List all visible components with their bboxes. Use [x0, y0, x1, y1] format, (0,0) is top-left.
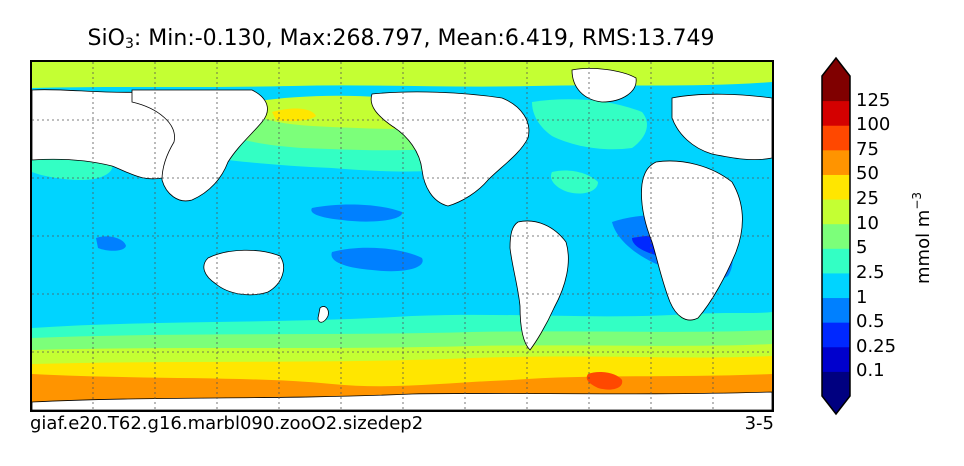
colorbar-outline [821, 56, 851, 416]
map-panel [30, 60, 774, 412]
colorbar-segment [822, 76, 850, 102]
colorbar-tick-label: 0.1 [856, 360, 885, 382]
colorbar-tick-label: 125 [856, 89, 891, 111]
north-pacific-25 [272, 108, 316, 122]
colorbar-segment [822, 297, 850, 323]
land-antarctica [32, 391, 772, 410]
colorbar-tick-label: 100 [856, 114, 891, 136]
colorbar-tick-label: 1 [856, 286, 868, 308]
coastal-upwelling-2.5 [550, 170, 598, 194]
colorbar-tick-label: 2.5 [856, 261, 885, 283]
weddell-high [586, 372, 623, 390]
arctic-band [32, 62, 772, 88]
colorbar-segment [822, 272, 850, 299]
north-pacific-low [311, 204, 403, 222]
land-europe [671, 93, 772, 161]
colorbar-tick-label: 5 [856, 237, 868, 259]
colorbar-tick-label: 0.5 [856, 311, 885, 333]
colorbar-units: mmol m−3 [910, 192, 934, 284]
colorbar-tick-label: 75 [856, 138, 879, 160]
colorbar-tick-label: 50 [856, 163, 879, 185]
north-atlantic-2.5 [532, 99, 647, 150]
colorbar [821, 56, 851, 416]
colorbar-tick-label: 0.25 [856, 335, 897, 357]
case-name-label: giaf.e20.T62.g16.marbl090.zooO2.sizedep2 [30, 413, 424, 434]
units-base: mmol m [913, 209, 934, 284]
land-asia [131, 89, 268, 202]
colorbar-segment [822, 174, 850, 200]
colorbar-segment [822, 100, 850, 126]
colorbar-segments [822, 76, 850, 397]
colorbar-segment [822, 125, 850, 151]
title-variable: SiO [87, 26, 125, 51]
land-new-zealand [317, 306, 329, 323]
land-south-america [509, 220, 569, 351]
land-africa [641, 160, 743, 321]
title-stats: : Min:-0.130, Max:268.797, Mean:6.419, R… [133, 26, 715, 51]
colorbar-segment [822, 248, 850, 274]
map-canvas [32, 62, 772, 410]
colorbar-segment [822, 149, 850, 175]
land-masses [32, 68, 772, 410]
land-greenland [571, 68, 637, 103]
map-title: SiO3: Min:-0.130, Max:268.797, Mean:6.41… [30, 26, 772, 52]
map-grid [32, 62, 772, 410]
colorbar-segment [822, 346, 850, 372]
colorbar-segment [822, 223, 850, 249]
land-north-america [370, 91, 530, 207]
south-pacific-low [331, 247, 423, 272]
colorbar-segment [822, 371, 850, 397]
units-exponent: −3 [910, 191, 924, 210]
title-variable-subscript: 3 [124, 36, 134, 52]
colorbar-max-arrow [822, 58, 850, 76]
colorbar-tick-label: 25 [856, 188, 879, 210]
colorbar-min-arrow-bottom [822, 396, 850, 414]
colorbar-segment [822, 199, 850, 225]
land-australia [203, 249, 284, 296]
colorbar-tick-label: 10 [856, 212, 879, 234]
years-label: 3-5 [744, 413, 774, 434]
indian-low [96, 236, 126, 251]
colorbar-segment [822, 322, 850, 348]
